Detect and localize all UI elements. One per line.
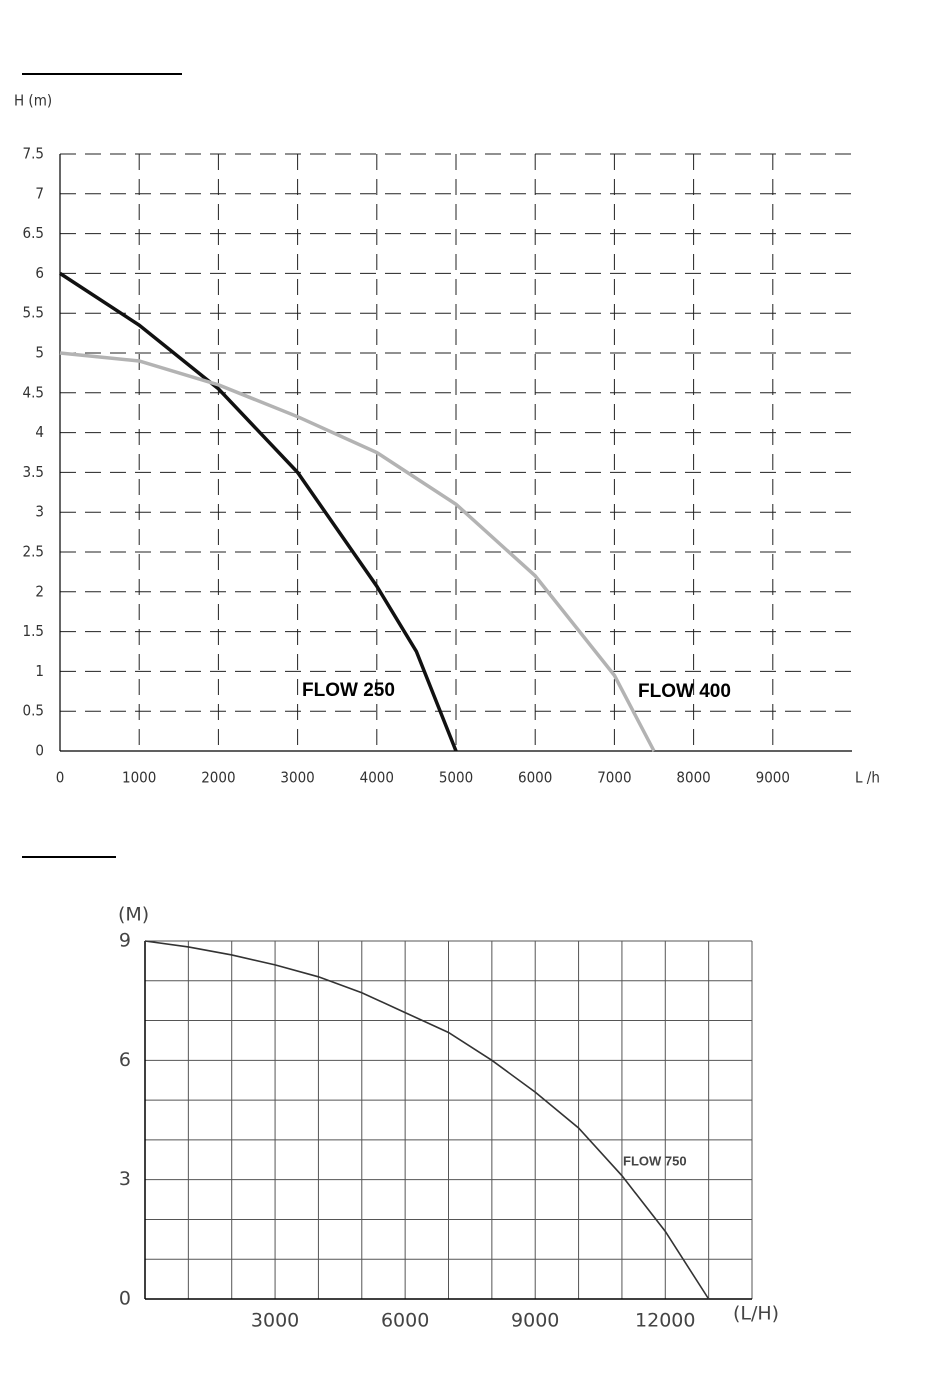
x-tick-label: 9000 — [756, 769, 790, 787]
series-line — [59, 271, 458, 752]
series-label: FLOW 400 — [638, 681, 731, 702]
x-tick-label: 7000 — [597, 769, 631, 787]
y-tick-label: 4.5 — [23, 383, 44, 401]
y-tick-label: 9 — [119, 930, 131, 952]
x-tick-label: 1000 — [122, 769, 156, 787]
y-tick-label: 7.5 — [23, 145, 44, 163]
y-tick-label: 5 — [35, 344, 44, 362]
y-tick-label: 6 — [35, 264, 44, 282]
y-tick-label: 6 — [119, 1049, 131, 1071]
y-axis-label: (M) — [118, 904, 149, 926]
x-axis-label: (L/H) — [733, 1303, 779, 1325]
x-axis-label: L /h — [855, 769, 880, 787]
y-tick-label: 0 — [119, 1288, 131, 1310]
y-tick-label: 3 — [35, 503, 44, 521]
series-line — [144, 940, 710, 1300]
series-line — [59, 351, 656, 752]
y-tick-label: 5.5 — [23, 304, 44, 322]
x-tick-label: 0 — [56, 769, 65, 787]
x-tick-label: 6000 — [518, 769, 552, 787]
y-tick-label: 0.5 — [23, 702, 44, 720]
y-tick-label: 6.5 — [23, 224, 44, 242]
x-tick-label: 3000 — [280, 769, 314, 787]
x-tick-label: 12000 — [635, 1310, 695, 1332]
y-tick-label: 1.5 — [23, 622, 44, 640]
y-tick-label: 2.5 — [23, 543, 44, 561]
x-tick-label: 8000 — [676, 769, 710, 787]
series-label: FLOW 750 — [623, 1153, 687, 1168]
y-tick-label: 2 — [35, 582, 44, 600]
y-tick-label: 0 — [35, 742, 44, 760]
y-tick-label: 4 — [35, 423, 44, 441]
y-tick-label: 1 — [35, 662, 44, 680]
x-tick-label: 2000 — [201, 769, 235, 787]
x-tick-label: 3000 — [251, 1310, 299, 1332]
y-tick-label: 3 — [119, 1168, 131, 1190]
series-label: FLOW 250 — [302, 680, 395, 701]
y-tick-label: 3.5 — [23, 463, 44, 481]
x-tick-label: 6000 — [381, 1310, 429, 1332]
y-tick-label: 7 — [35, 184, 44, 202]
x-tick-label: 5000 — [439, 769, 473, 787]
y-axis-label: H (m) — [14, 92, 52, 110]
x-tick-label: 4000 — [360, 769, 394, 787]
x-tick-label: 9000 — [511, 1310, 559, 1332]
